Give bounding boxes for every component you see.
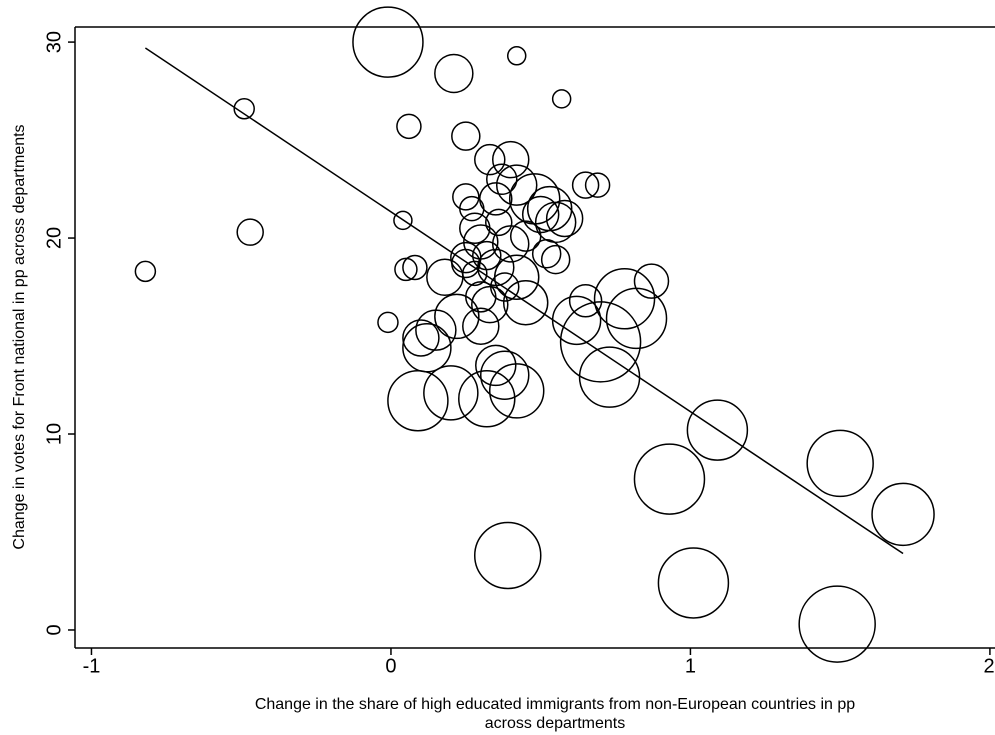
bubble bbox=[551, 89, 572, 109]
bubble bbox=[236, 218, 264, 246]
bubble bbox=[462, 260, 488, 287]
bubble bbox=[633, 263, 670, 299]
bubble bbox=[584, 172, 611, 198]
bubble bbox=[394, 257, 418, 282]
y-tick-label: 20 bbox=[43, 227, 65, 249]
bubble bbox=[495, 164, 538, 206]
bubble bbox=[486, 163, 518, 196]
y-axis-title: Change in votes for Front national in pp… bbox=[11, 124, 28, 549]
bubble bbox=[474, 143, 506, 176]
bubble bbox=[593, 268, 656, 330]
x-axis-title: across departments bbox=[485, 715, 626, 732]
bubble bbox=[491, 140, 530, 179]
bubble bbox=[485, 208, 513, 237]
bubble bbox=[402, 254, 428, 281]
bubble bbox=[633, 443, 706, 515]
bubble bbox=[488, 363, 545, 419]
bubble bbox=[508, 173, 561, 225]
bubble bbox=[568, 284, 603, 318]
x-tick-label: 2 bbox=[983, 655, 994, 677]
bubble bbox=[657, 547, 730, 619]
y-tick-label: 30 bbox=[43, 31, 65, 53]
bubble bbox=[434, 53, 474, 94]
bubble bbox=[551, 295, 602, 346]
bubble bbox=[387, 369, 449, 432]
bubble bbox=[472, 240, 502, 271]
bubble bbox=[352, 6, 424, 78]
bubble bbox=[506, 46, 527, 66]
bubble bbox=[393, 210, 413, 231]
bubble bbox=[233, 97, 255, 120]
bubble bbox=[471, 285, 509, 324]
bubble bbox=[459, 212, 491, 245]
bubble bbox=[806, 429, 874, 498]
bubble bbox=[402, 319, 440, 357]
bubble bbox=[531, 238, 562, 269]
x-tick-label: -1 bbox=[83, 655, 101, 677]
bubble bbox=[458, 369, 516, 428]
x-tick-label: 0 bbox=[385, 655, 396, 677]
x-tick-label: 1 bbox=[685, 655, 696, 677]
bubble bbox=[415, 309, 457, 351]
bubble bbox=[545, 199, 584, 238]
bubble bbox=[434, 293, 480, 340]
bubble bbox=[396, 113, 422, 140]
bubble bbox=[462, 307, 500, 345]
bubble bbox=[686, 399, 749, 461]
bubble bbox=[479, 182, 513, 216]
bubble bbox=[571, 171, 600, 199]
bubble bbox=[450, 241, 482, 274]
x-axis-title: Change in the share of high educated imm… bbox=[255, 696, 855, 713]
bubble bbox=[493, 254, 540, 300]
y-tick-label: 0 bbox=[43, 624, 65, 635]
bubble bbox=[559, 301, 642, 383]
bubble bbox=[473, 521, 542, 590]
bubble bbox=[509, 220, 542, 252]
bubble bbox=[451, 121, 481, 151]
bubble bbox=[426, 258, 464, 296]
bubble bbox=[540, 244, 571, 275]
bubble bbox=[490, 272, 520, 302]
bubble bbox=[578, 346, 641, 408]
bubble bbox=[423, 365, 479, 421]
bubble bbox=[502, 279, 549, 326]
y-tick-label: 10 bbox=[43, 423, 65, 445]
bubble bbox=[798, 585, 876, 663]
bubble bbox=[871, 482, 935, 547]
bubble bbox=[452, 183, 480, 211]
bubble bbox=[480, 350, 530, 400]
bubble bbox=[377, 311, 399, 334]
fit-line bbox=[144, 47, 904, 555]
bubble bbox=[134, 260, 157, 283]
bubble bbox=[475, 344, 517, 387]
